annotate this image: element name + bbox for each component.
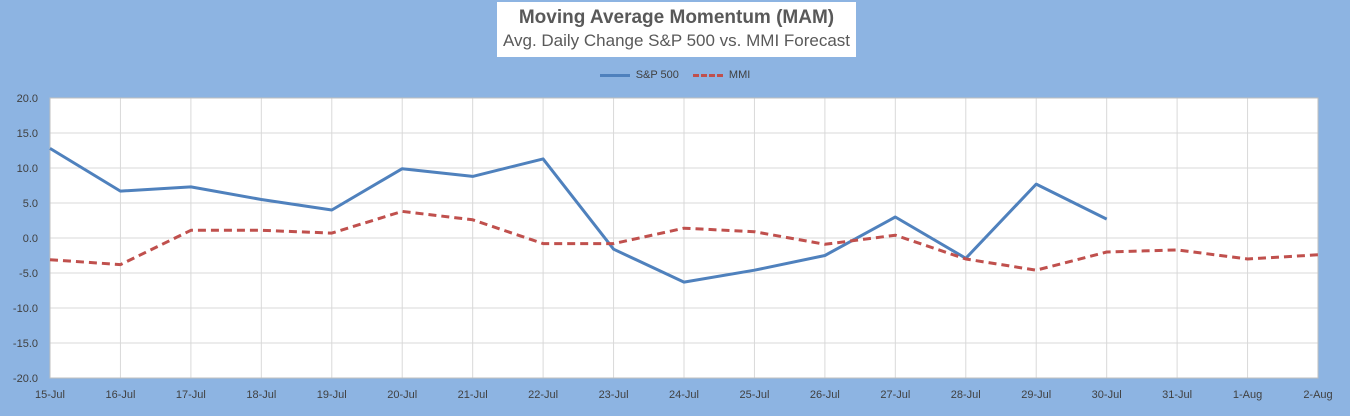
y-tick-label: 5.0 xyxy=(23,198,38,210)
x-tick-label: 15-Jul xyxy=(35,389,65,401)
legend-swatch-mmi xyxy=(692,73,723,77)
x-tick-label: 20-Jul xyxy=(387,389,417,401)
x-tick-label: 16-Jul xyxy=(105,389,135,401)
chart-legend: S&P 500 MMI xyxy=(0,67,1350,83)
chart-title-box: Moving Average Momentum (MAM) Avg. Daily… xyxy=(497,2,856,57)
chart-subtitle: Avg. Daily Change S&P 500 vs. MMI Foreca… xyxy=(502,31,851,50)
legend-label-mmi: MMI xyxy=(728,69,751,81)
series-line-sp500 xyxy=(49,147,1108,284)
y-tick-label: 0.0 xyxy=(23,233,38,245)
y-tick-label: -10.0 xyxy=(13,303,38,315)
y-tick-label: 20.0 xyxy=(17,93,38,105)
x-tick-label: 26-Jul xyxy=(810,389,840,401)
x-tick-label: 30-Jul xyxy=(1092,389,1122,401)
x-tick-label: 2-Aug xyxy=(1303,389,1332,401)
y-tick-label: 10.0 xyxy=(17,163,38,175)
x-tick-label: 1-Aug xyxy=(1233,389,1262,401)
y-tick-label: -20.0 xyxy=(13,373,38,385)
legend-item-sp500: S&P 500 xyxy=(599,69,679,81)
y-tick-label: -5.0 xyxy=(19,268,38,280)
y-tick-label: -15.0 xyxy=(13,338,38,350)
x-tick-label: 24-Jul xyxy=(669,389,699,401)
legend-item-mmi: MMI xyxy=(692,69,751,81)
plot-border xyxy=(49,97,1319,379)
x-tick-label: 21-Jul xyxy=(458,389,488,401)
x-tick-label: 18-Jul xyxy=(246,389,276,401)
legend-swatch-sp500 xyxy=(599,73,630,77)
y-tick-label: 15.0 xyxy=(17,128,38,140)
x-tick-label: 28-Jul xyxy=(951,389,981,401)
x-tick-label: 31-Jul xyxy=(1162,389,1192,401)
x-tick-label: 22-Jul xyxy=(528,389,558,401)
x-tick-label: 17-Jul xyxy=(176,389,206,401)
x-tick-label: 25-Jul xyxy=(739,389,769,401)
x-tick-label: 27-Jul xyxy=(880,389,910,401)
chart-title: Moving Average Momentum (MAM) xyxy=(518,7,835,28)
x-tick-label: 23-Jul xyxy=(599,389,629,401)
legend-label-sp500: S&P 500 xyxy=(635,69,679,81)
series-line-mmi xyxy=(49,209,1319,272)
x-tick-label: 29-Jul xyxy=(1021,389,1051,401)
x-tick-label: 19-Jul xyxy=(317,389,347,401)
